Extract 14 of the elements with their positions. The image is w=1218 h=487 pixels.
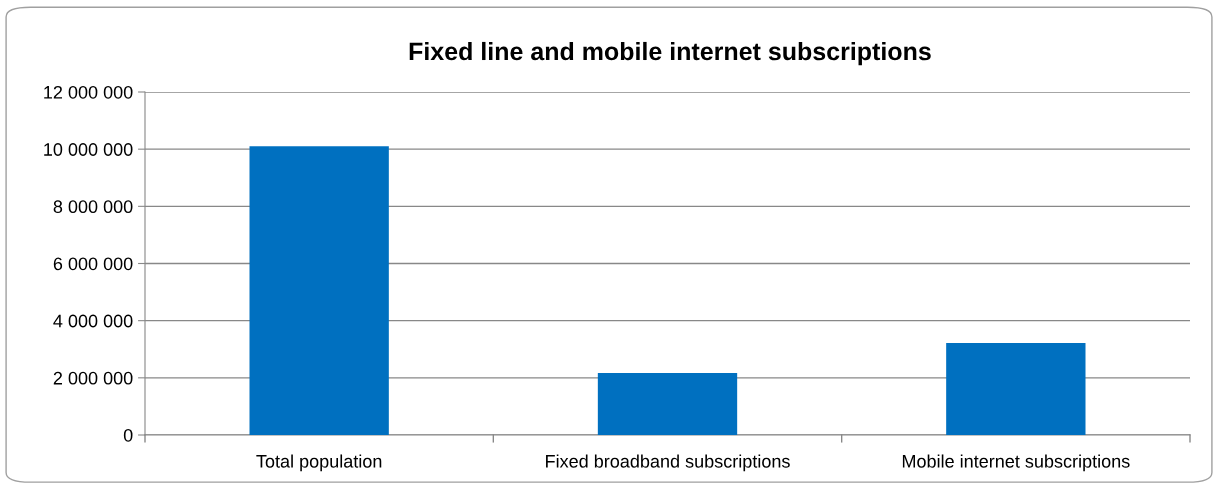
bar [597, 372, 738, 435]
x-tick-label: Total population [256, 454, 382, 472]
y-tick-label: 2 000 000 [53, 371, 133, 385]
y-tick-label: 8 000 000 [53, 200, 133, 214]
bar [946, 342, 1086, 435]
bar [249, 146, 389, 435]
y-tick-label: 4 000 000 [53, 314, 133, 328]
y-tick-label: 6 000 000 [53, 257, 133, 271]
y-tick-label: 0 [123, 428, 133, 442]
x-tick-label: Mobile internet subscriptions [902, 454, 1130, 472]
y-tick-label: 12 000 000 [44, 85, 133, 99]
x-tick-label: Fixed broadband subscriptions [546, 454, 790, 472]
chart-title: Fixed line and mobile internet subscriptions [409, 41, 931, 66]
y-tick-label: 10 000 000 [44, 143, 133, 156]
